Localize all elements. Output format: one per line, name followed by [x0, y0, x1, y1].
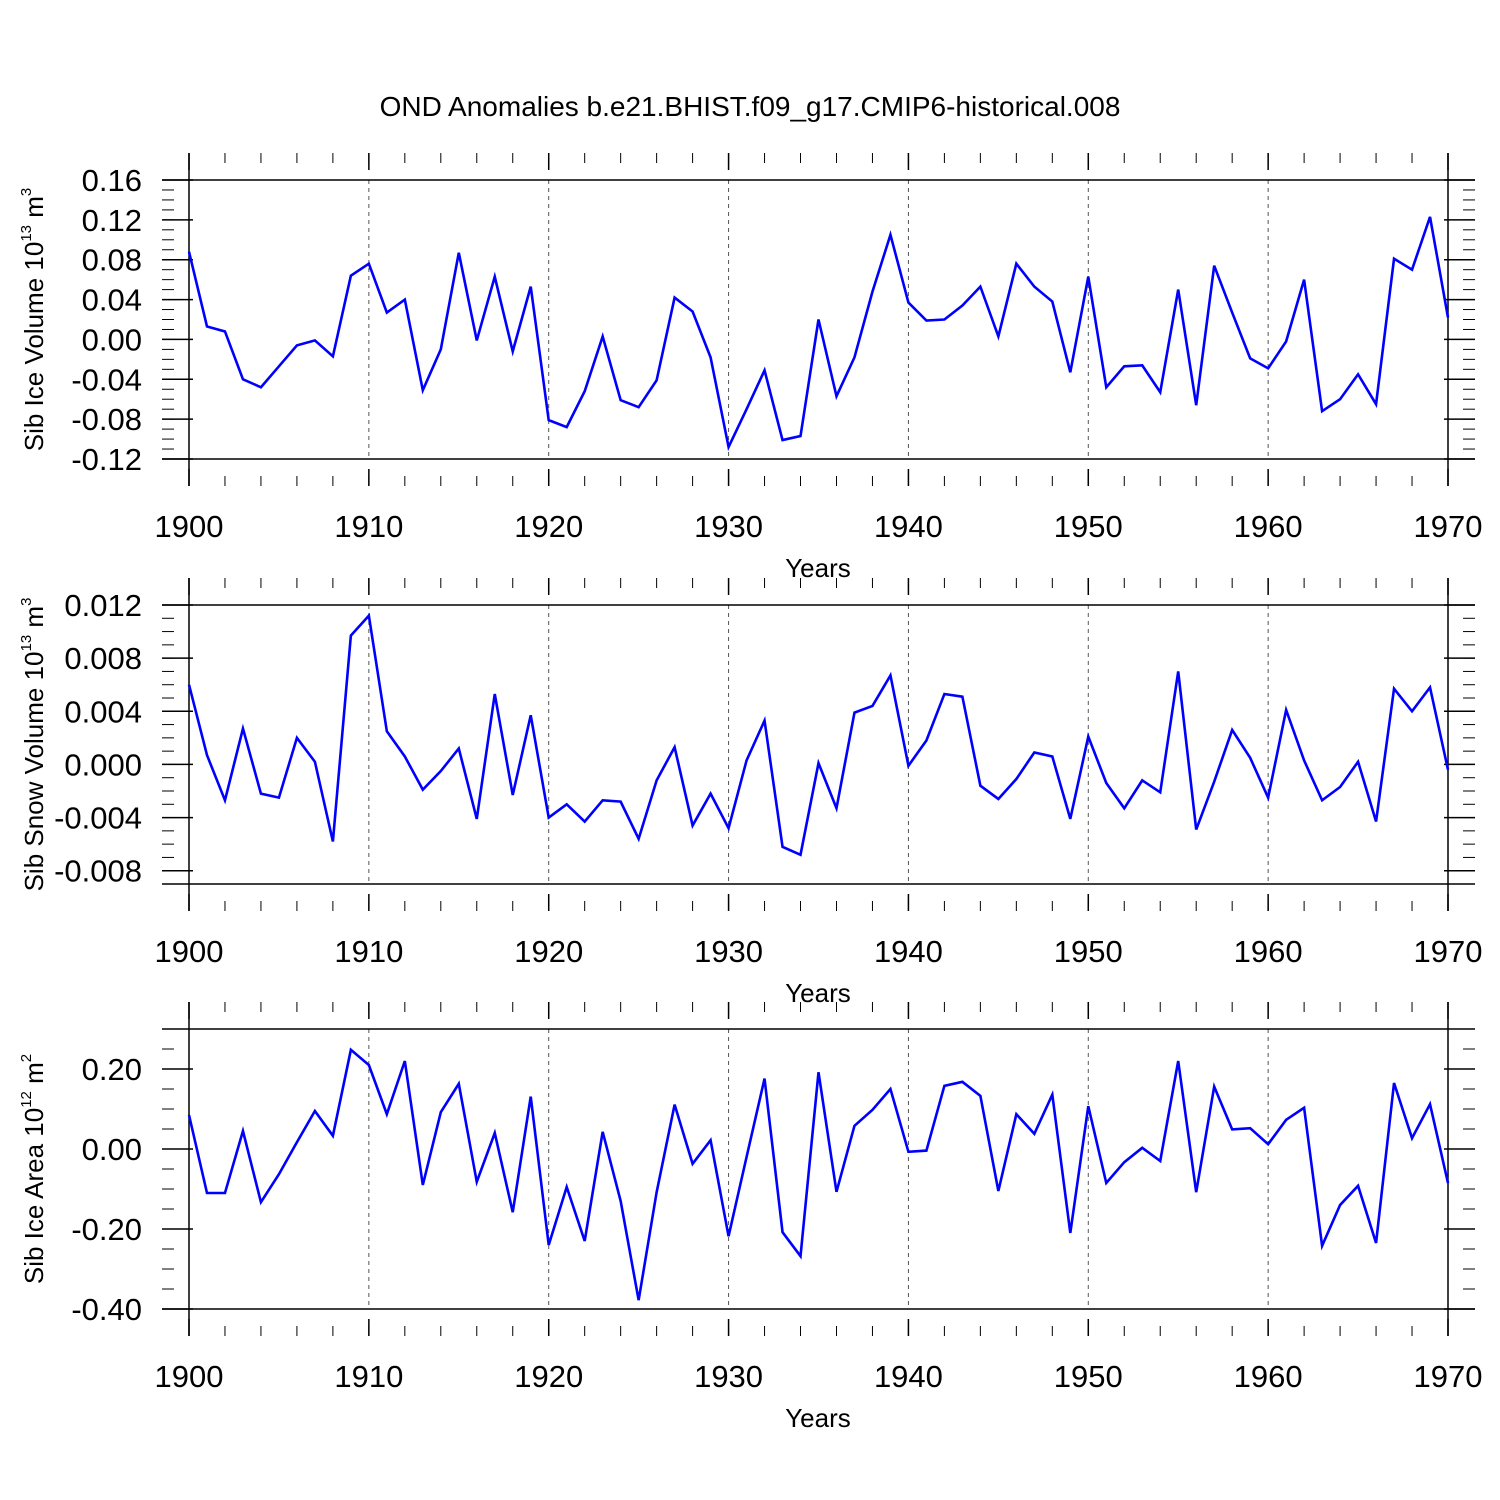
y-tick-label: 0.004: [64, 694, 142, 729]
chart-panel-1: 1900 1910 1920 1930 1940 1950 1960 1970 -0.12 -0.…: [18, 153, 1482, 583]
x-tick-label: 1940: [874, 934, 943, 969]
x-tick-label: 1960: [1234, 934, 1303, 969]
x-tick-label: 1970: [1414, 934, 1483, 969]
y-tick-label: -0.20: [71, 1212, 142, 1247]
chart-panel-2: 1900 1910 1920 1930 1940 1950 1960 1970 -0.008 -0…: [18, 578, 1482, 1008]
y-tick-label: -0.004: [54, 801, 142, 836]
x-tick-label: 1930: [694, 934, 763, 969]
series-line: [187, 216, 1450, 452]
y-tick-label: 0.12: [82, 203, 142, 238]
x-tick-label: 1910: [334, 1359, 403, 1394]
x-tick-label: 1930: [694, 1359, 763, 1394]
series-line: [187, 612, 1450, 857]
y-axis-title: Sib Ice Area 1012 m2: [18, 1054, 49, 1284]
x-tick-label: 1940: [874, 1359, 943, 1394]
x-tick-label: 1900: [155, 509, 224, 544]
x-tick-label: 1900: [155, 1359, 224, 1394]
plot-area: [162, 578, 1475, 884]
x-tick-label: 1920: [514, 1359, 583, 1394]
y-axis-title: Sib Snow Volume 1013 m3: [18, 598, 49, 892]
y-tick-label: -0.08: [71, 402, 142, 437]
x-tick-label: 1950: [1054, 1359, 1123, 1394]
y-tick-label: -0.04: [71, 362, 142, 397]
x-tick-label: 1910: [334, 934, 403, 969]
chart-panel-3: 1900 1910 1920 1930 1940 1950 1960 1970 -0.40 -0.…: [18, 1002, 1482, 1433]
series-line: [187, 1047, 1450, 1301]
x-tick-label: 1920: [514, 509, 583, 544]
y-tick-label: 0.012: [64, 588, 142, 623]
y-tick-label: 0.08: [82, 243, 142, 278]
y-tick-label: -0.008: [54, 854, 142, 889]
plot-area: [162, 153, 1475, 459]
x-tick-label: 1920: [514, 934, 583, 969]
x-tick-label: 1960: [1234, 1359, 1303, 1394]
x-tick-label: 1930: [694, 509, 763, 544]
x-axis-title: Years: [785, 553, 851, 583]
y-tick-label: 0.000: [64, 747, 142, 782]
y-tick-label: 0.04: [82, 283, 142, 318]
x-axis-title: Years: [785, 978, 851, 1008]
x-tick-label: 1950: [1054, 509, 1123, 544]
y-tick-label: 0.16: [82, 163, 142, 198]
y-tick-label: -0.40: [71, 1292, 142, 1327]
x-tick-label: 1900: [155, 934, 224, 969]
x-axis-title: Years: [785, 1403, 851, 1433]
x-tick-label: 1970: [1414, 1359, 1483, 1394]
y-axis-title: Sib Ice Volume 1013 m3: [18, 188, 49, 452]
y-tick-label: 0.00: [82, 1132, 142, 1167]
y-tick-label: -0.12: [71, 442, 142, 477]
x-tick-label: 1970: [1414, 509, 1483, 544]
x-tick-label: 1910: [334, 509, 403, 544]
x-tick-label: 1940: [874, 509, 943, 544]
chart-title: OND Anomalies b.e21.BHIST.f09_g17.CMIP6-…: [380, 91, 1121, 122]
panels: 1900 1910 1920 1930 1940 1950 1960 1970 -0.12 -0.…: [18, 153, 1482, 1433]
x-tick-label: 1950: [1054, 934, 1123, 969]
y-tick-label: 0.008: [64, 641, 142, 676]
y-tick-label: 0.20: [82, 1052, 142, 1087]
y-tick-label: 0.00: [82, 322, 142, 357]
plot-area: [162, 1002, 1475, 1309]
x-tick-label: 1960: [1234, 509, 1303, 544]
